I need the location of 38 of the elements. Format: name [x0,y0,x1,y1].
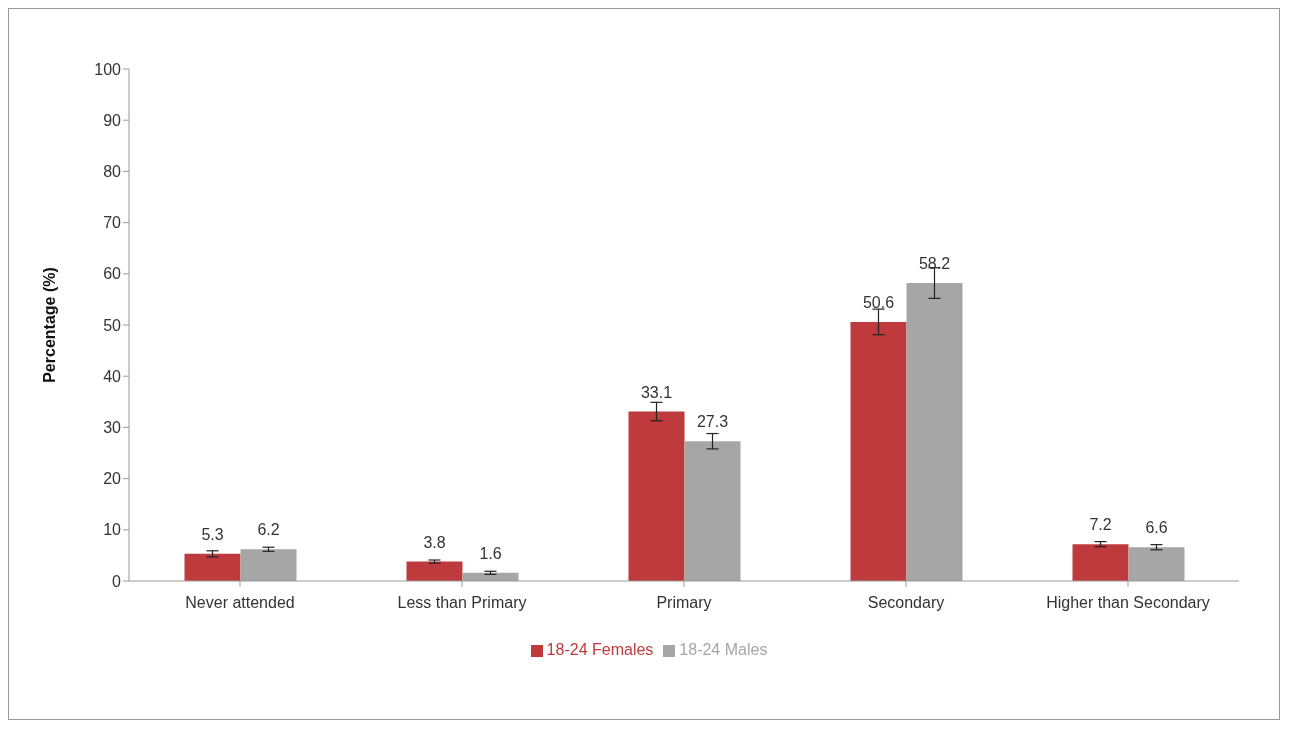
data-label: 5.3 [201,525,224,543]
y-tick-label: 20 [103,470,122,488]
data-label: 33.1 [640,383,673,401]
data-label: 6.2 [257,521,280,539]
data-label: 6.6 [1145,519,1168,537]
bar [1072,544,1129,581]
y-tick-label: 50 [103,316,122,334]
data-label: 7.2 [1089,516,1112,534]
x-tick-label: Secondary [867,594,945,612]
y-tick-label: 100 [94,60,122,78]
data-label: 3.8 [423,533,446,551]
y-tick-label: 90 [103,111,122,129]
y-tick-label: 60 [103,265,122,283]
data-label: 27.3 [696,413,729,431]
bar [684,441,741,581]
data-label: 58.2 [918,255,951,273]
x-tick-label: Higher than Secondary [1046,594,1210,612]
x-tick-label: Less than Primary [397,594,527,612]
bar [240,549,297,581]
y-tick-label: 10 [103,521,122,539]
y-tick-label: 70 [103,214,122,232]
legend-label: 18-24 Females [546,641,654,658]
data-label: 1.6 [479,544,502,562]
y-axis-title: Percentage (%) [40,267,58,383]
y-tick-label: 0 [112,572,122,590]
bar [1128,547,1185,581]
bar [850,321,907,581]
legend-label: 18-24 Males [679,641,768,658]
y-tick-label: 30 [103,419,122,437]
bar [628,411,685,581]
x-tick-label: Primary [656,594,712,612]
bar [406,561,463,581]
bar [906,283,963,581]
y-tick-label: 80 [103,163,122,181]
bar [184,553,241,581]
x-tick-label: Never attended [185,594,295,612]
data-label: 50.6 [862,293,895,311]
y-tick-label: 40 [103,367,122,385]
